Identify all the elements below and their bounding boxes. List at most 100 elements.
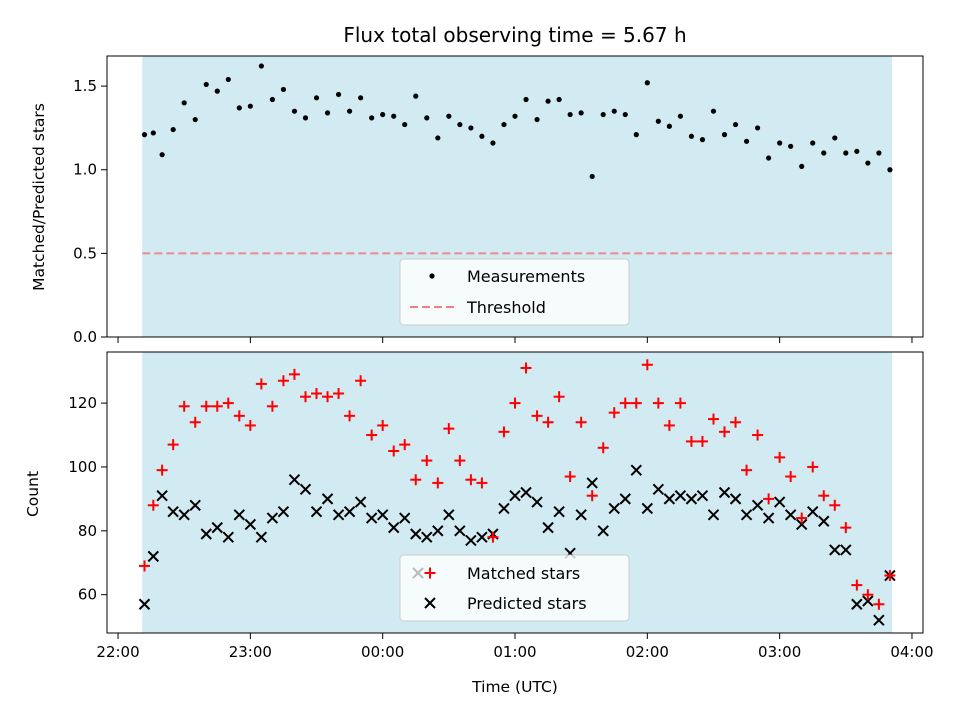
y-tick-label: 1.0 [73,161,97,179]
predicted-stars-series [138,464,896,626]
matched-stars-point [608,407,620,419]
predicted-stars-point [288,474,301,486]
predicted-stars-point [652,483,665,496]
predicted-stars-point [531,496,543,508]
matched-stars-point [685,435,697,447]
predicted-stars-point [597,525,609,537]
x-tick-label: 04:00 [890,643,933,661]
matched-stars-point [189,416,201,428]
matched-stars-point [344,410,356,422]
measurement-point [865,160,871,166]
predicted-stars-point [222,531,235,543]
measurement-point [335,91,342,98]
measurement-point [688,133,695,139]
measurement-point [247,103,253,109]
measurement-point [346,108,353,114]
predicted-stars-point [376,509,389,521]
y-tick-label: 0.0 [73,328,97,346]
predicted-stars-point [873,614,885,626]
matched-legend-plus [424,567,436,579]
x-tick-label: 01:00 [493,643,536,661]
threshold-legend-label: Threshold [466,298,546,317]
predicted-stars-legend-label: Predicted stars [467,594,587,613]
measurement-point [313,95,320,101]
measurement-point [732,121,739,128]
measurement-point [655,118,661,124]
measurement-point [854,148,860,154]
matched-stars-point [333,388,345,400]
ratio-plot-frame [106,55,924,338]
predicted-stars-point [851,598,863,610]
predicted-stars-point [553,505,565,518]
measurement-point [810,140,816,146]
measurement-point [545,98,551,104]
matched-stars-point [377,419,389,431]
matched-stars-point [851,579,863,591]
measurement-point [424,115,430,121]
matched-stars-point [299,391,311,403]
predicted-stars-point [465,534,477,547]
predicted-stars-point [509,489,521,502]
predicted-stars-point [365,512,378,524]
matched-stars-point [862,589,874,601]
measurement-point [589,173,595,180]
measurement-point [479,133,485,139]
measurement-point [302,115,309,121]
matched-stars-point [553,391,565,403]
measurement-point [150,130,156,136]
predicted-stars-point [189,499,201,511]
matched-stars-point [730,416,742,428]
matched-stars-point [138,560,150,572]
matched-stars-point [421,455,433,467]
matched-stars-point [476,477,488,489]
predicted-stars-point [718,486,731,499]
predicted-stars-point [244,518,257,531]
measurement-point [777,140,783,146]
predicted-stars-point [200,528,212,540]
matched-stars-point [509,397,521,409]
predicted-stars-point [432,525,444,537]
x-tick-label: 00:00 [361,643,404,661]
ratio-panel: 0.0 0.5 1.0 1.5 Matched/Predicted stars Mea… [30,55,924,346]
matched-stars-point [211,400,223,412]
x-tick-label: 23:00 [229,643,272,661]
ratio-x-ticks [117,337,913,343]
predicted-stars-point [818,515,830,527]
measurement-point [534,116,540,123]
matched-stars-point [752,429,764,441]
predicted-stars-point [138,598,151,610]
matched-stars-point [807,461,819,473]
predicted-stars-point [840,544,852,556]
measurement-point [457,121,463,128]
measurement-point [622,111,628,118]
predicted-legend-x [424,597,436,609]
predicted-stars-point [696,489,709,502]
predicted-stars-point [608,502,620,515]
measurement-point [141,132,148,138]
matched-stars-point [410,474,422,486]
predicted-stars-point [862,595,874,607]
predicted-stars-point [619,493,631,505]
y-tick-label: 0.5 [73,244,97,262]
matched-stars-point [741,464,753,476]
measurement-point [523,96,529,103]
predicted-stars-point [421,531,433,543]
matched-stars-point [255,378,267,390]
count-legend: Matched stars Predicted stars [399,554,630,622]
measurement-point [677,113,684,119]
y-tick-label: 80 [78,522,97,540]
measurement-point [501,121,507,128]
predicted-stars-point [167,505,179,518]
predicted-stars-point [674,489,687,502]
measurement-point [754,125,761,131]
matched-stars-point [774,451,786,463]
matched-stars-point [443,423,455,435]
predicted-stars-point [277,505,290,518]
measurement-point [721,132,728,138]
measurement-point [567,111,573,118]
matched-stars-point [178,400,190,412]
predicted-stars-point [751,499,764,511]
matched-stars-point [322,391,334,403]
measurement-point [743,138,750,144]
